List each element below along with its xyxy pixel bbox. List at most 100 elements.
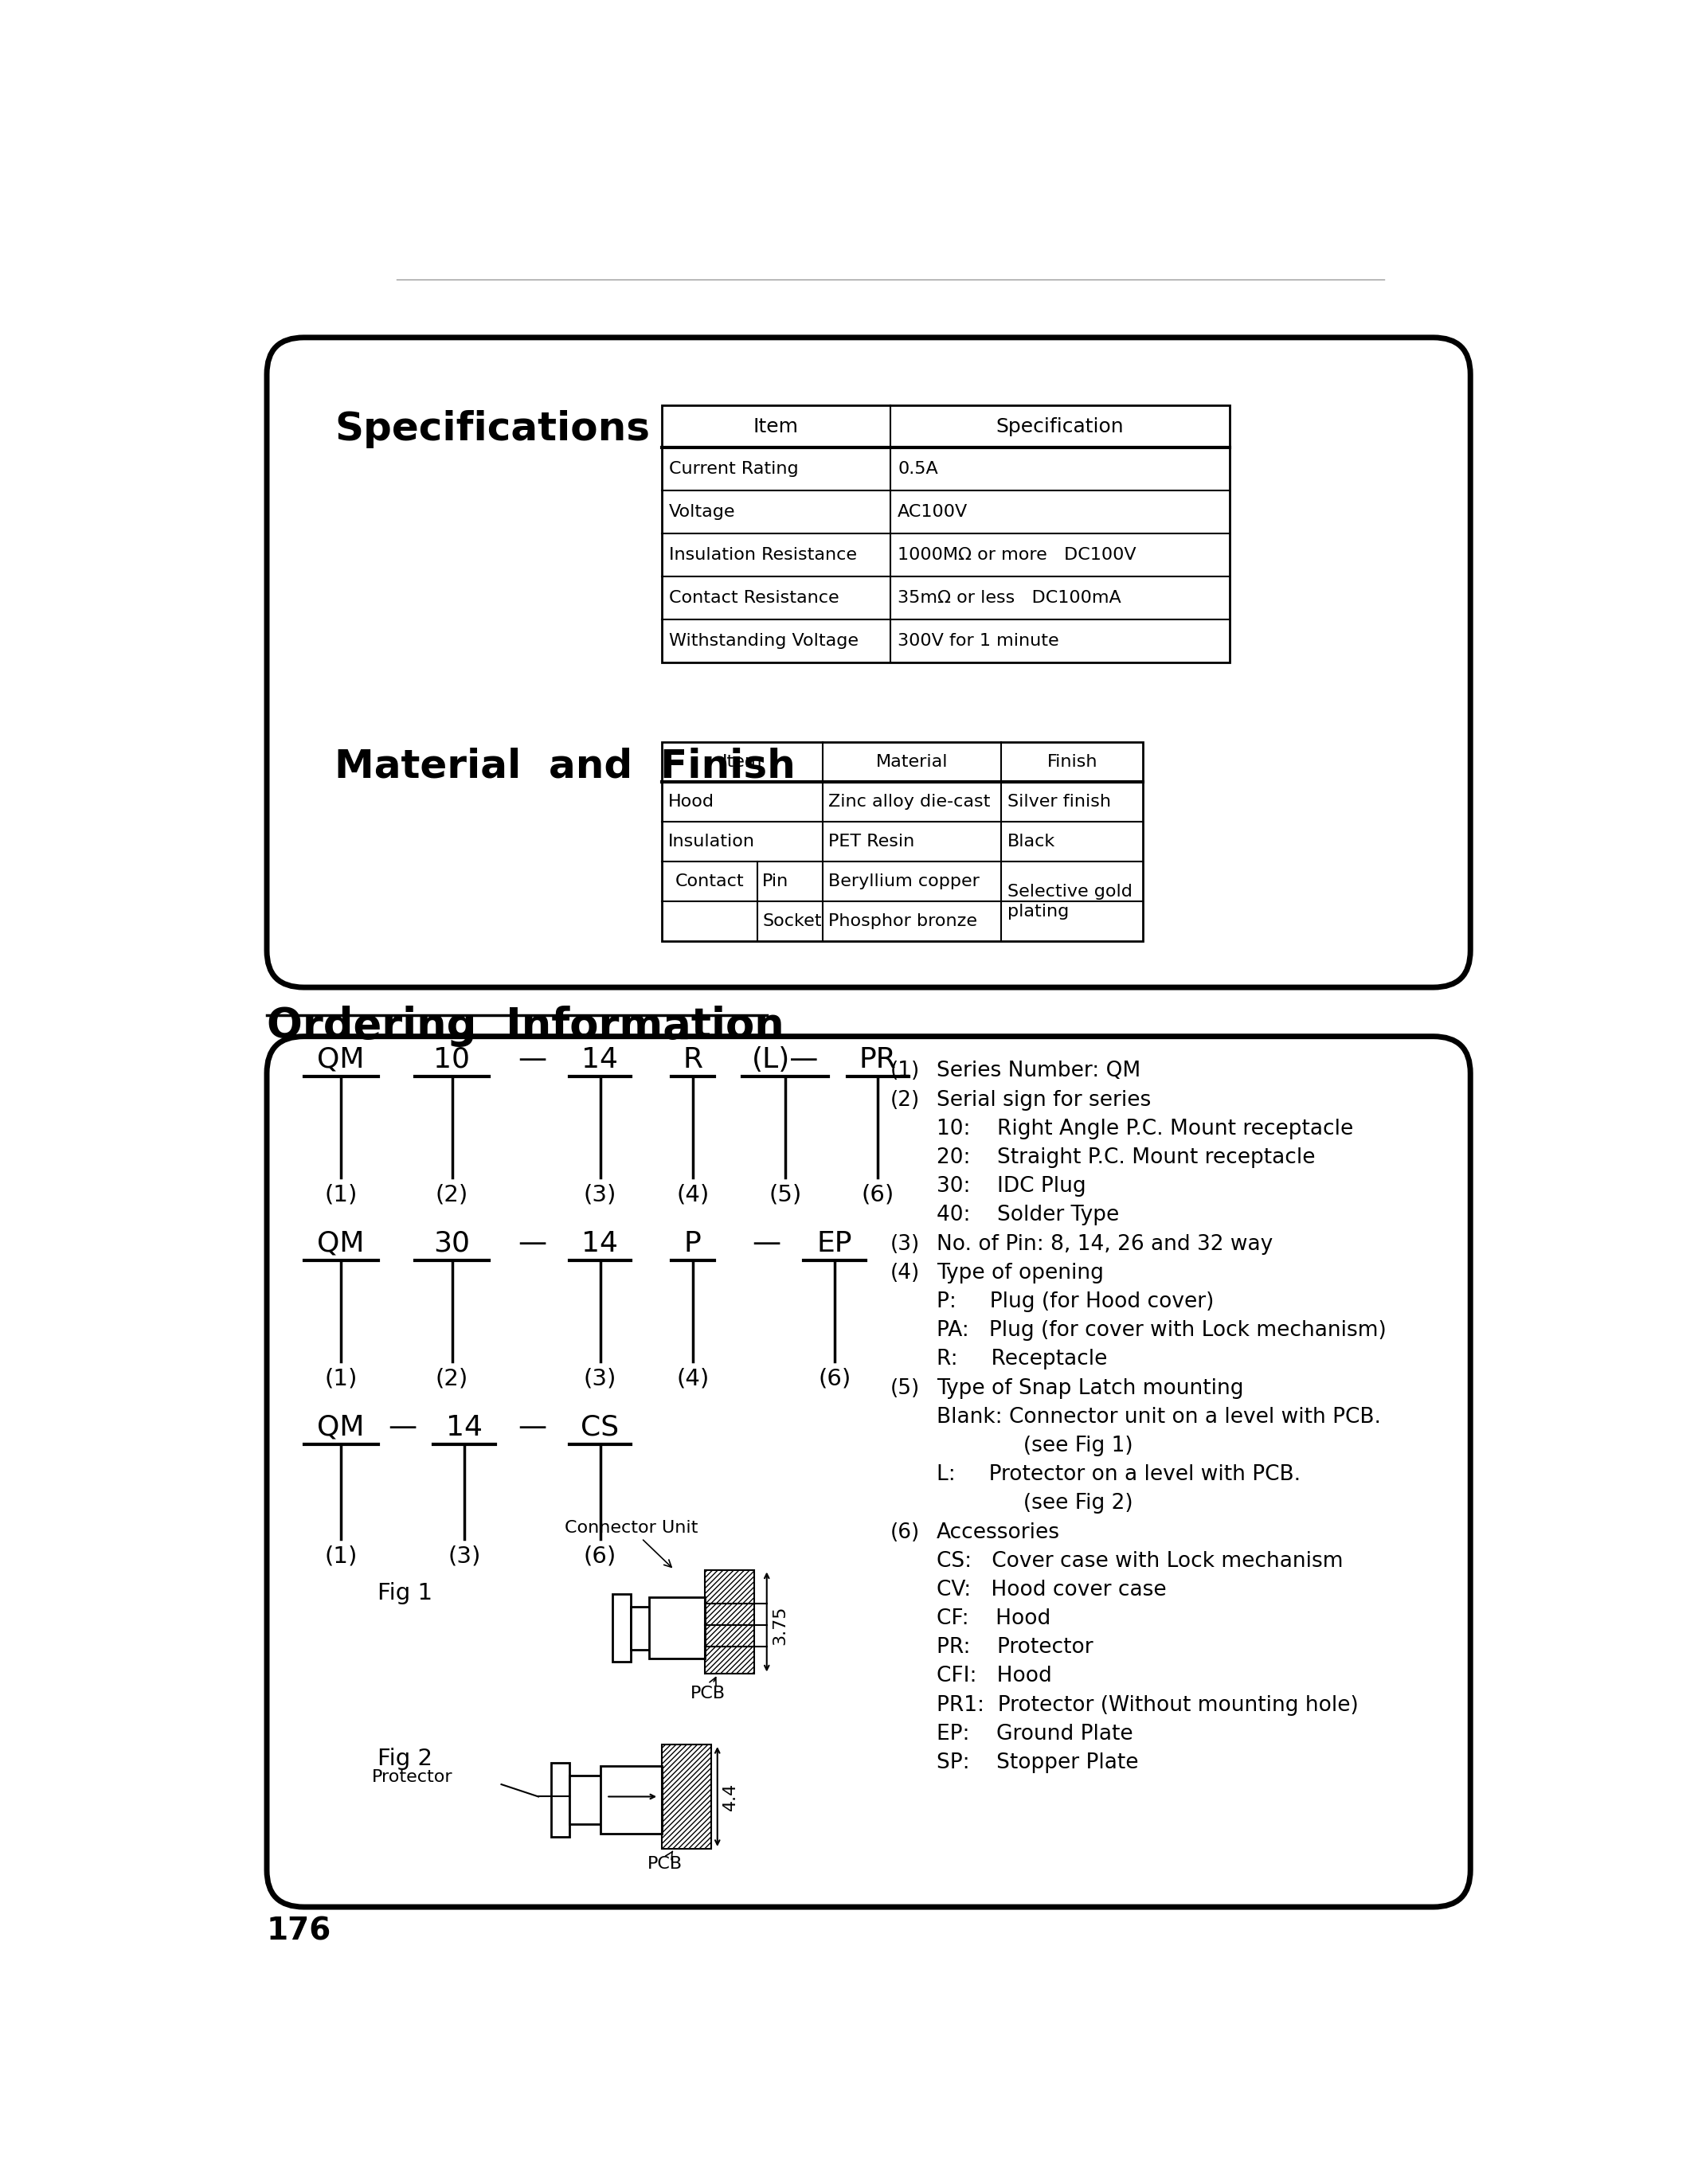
- Text: (3): (3): [583, 1184, 617, 1206]
- Text: Specifications: Specifications: [335, 411, 651, 448]
- Text: Fig 1: Fig 1: [379, 1581, 433, 1605]
- Text: R: R: [683, 1046, 703, 1072]
- Text: PCB: PCB: [691, 1677, 725, 1701]
- Text: Selective gold
plating: Selective gold plating: [1007, 885, 1132, 919]
- Text: Material  and  Finish: Material and Finish: [335, 747, 796, 786]
- Text: —: —: [389, 1413, 417, 1441]
- Text: Contact: Contact: [676, 874, 744, 889]
- Text: Fig 2: Fig 2: [379, 1747, 433, 1769]
- Text: 1000MΩ or more   DC100V: 1000MΩ or more DC100V: [897, 548, 1136, 563]
- Bar: [551, 1762, 570, 1837]
- Text: (1): (1): [324, 1546, 357, 1568]
- Text: 4.4: 4.4: [722, 1782, 739, 1811]
- Text: 20:    Straight P.C. Mount receptacle: 20: Straight P.C. Mount receptacle: [936, 1147, 1315, 1168]
- Text: Insulation Resistance: Insulation Resistance: [669, 548, 857, 563]
- Text: —: —: [517, 1046, 546, 1072]
- Text: 40:    Solder Type: 40: Solder Type: [936, 1206, 1119, 1225]
- Text: 30:    IDC Plug: 30: IDC Plug: [936, 1177, 1087, 1197]
- Text: (3): (3): [891, 1234, 919, 1254]
- Bar: [705, 1570, 754, 1673]
- Text: —: —: [752, 1230, 781, 1258]
- Text: (2): (2): [436, 1367, 468, 1389]
- Text: (6): (6): [891, 1522, 919, 1542]
- Text: Contact Resistance: Contact Resistance: [669, 590, 840, 605]
- Bar: [662, 404, 1230, 662]
- Text: Zinc alloy die-cast: Zinc alloy die-cast: [828, 795, 990, 810]
- Text: (L)—: (L)—: [752, 1046, 820, 1072]
- Text: 14: 14: [581, 1046, 619, 1072]
- Text: Pin: Pin: [762, 874, 789, 889]
- Text: QM: QM: [318, 1413, 365, 1441]
- Text: —: —: [517, 1230, 546, 1258]
- Text: (6): (6): [583, 1546, 617, 1568]
- Text: P:     Plug (for Hood cover): P: Plug (for Hood cover): [936, 1291, 1213, 1313]
- Text: Type of Snap Latch mounting: Type of Snap Latch mounting: [936, 1378, 1244, 1398]
- Text: Phosphor bronze: Phosphor bronze: [828, 913, 977, 930]
- Text: 3.75: 3.75: [772, 1605, 788, 1645]
- Text: EP: EP: [816, 1230, 852, 1258]
- Text: PA:   Plug (for cover with Lock mechanism): PA: Plug (for cover with Lock mechanism): [936, 1321, 1386, 1341]
- Text: (6): (6): [862, 1184, 894, 1206]
- Bar: [662, 743, 1142, 941]
- Text: (6): (6): [818, 1367, 852, 1389]
- Text: Ordering  Information: Ordering Information: [267, 1007, 784, 1046]
- Bar: [612, 1594, 630, 1662]
- Text: 14: 14: [581, 1230, 619, 1258]
- Text: Series Number: QM: Series Number: QM: [936, 1061, 1141, 1081]
- Text: CFI:   Hood: CFI: Hood: [936, 1666, 1051, 1686]
- Text: Protector: Protector: [372, 1769, 453, 1784]
- Text: 0.5A: 0.5A: [897, 461, 938, 478]
- Text: (5): (5): [891, 1378, 919, 1398]
- Text: SP:    Stopper Plate: SP: Stopper Plate: [936, 1752, 1139, 1773]
- Text: (4): (4): [676, 1184, 710, 1206]
- Text: Socket: Socket: [762, 913, 821, 930]
- Text: Hood: Hood: [668, 795, 715, 810]
- Text: Material: Material: [875, 753, 948, 771]
- Text: CF:    Hood: CF: Hood: [936, 1607, 1051, 1629]
- Text: Withstanding Voltage: Withstanding Voltage: [669, 633, 859, 649]
- Text: Blank: Connector unit on a level with PCB.: Blank: Connector unit on a level with PC…: [936, 1406, 1381, 1428]
- Text: Type of opening: Type of opening: [936, 1262, 1104, 1284]
- Text: (1): (1): [324, 1367, 357, 1389]
- Text: CV:   Hood cover case: CV: Hood cover case: [936, 1579, 1166, 1601]
- Text: 30: 30: [434, 1230, 470, 1258]
- Text: Black: Black: [1007, 834, 1056, 850]
- Text: (4): (4): [676, 1367, 710, 1389]
- Text: P: P: [684, 1230, 701, 1258]
- Text: R:     Receptacle: R: Receptacle: [936, 1350, 1107, 1369]
- Text: PR:    Protector: PR: Protector: [936, 1638, 1093, 1658]
- Text: Silver finish: Silver finish: [1007, 795, 1110, 810]
- Text: Voltage: Voltage: [669, 505, 735, 520]
- Text: CS:   Cover case with Lock mechanism: CS: Cover case with Lock mechanism: [936, 1551, 1344, 1572]
- Text: Item: Item: [722, 753, 762, 771]
- Text: Current Rating: Current Rating: [669, 461, 799, 478]
- Text: 35mΩ or less   DC100mA: 35mΩ or less DC100mA: [897, 590, 1120, 605]
- Text: Specification: Specification: [995, 417, 1124, 437]
- Bar: [649, 1597, 705, 1658]
- Text: QM: QM: [318, 1046, 365, 1072]
- Text: (4): (4): [891, 1262, 919, 1284]
- Text: (3): (3): [448, 1546, 480, 1568]
- Text: 176: 176: [267, 1915, 331, 1946]
- Text: (2): (2): [436, 1184, 468, 1206]
- Text: No. of Pin: 8, 14, 26 and 32 way: No. of Pin: 8, 14, 26 and 32 way: [936, 1234, 1273, 1254]
- Text: PET Resin: PET Resin: [828, 834, 914, 850]
- Bar: [630, 1607, 705, 1649]
- Text: Serial sign for series: Serial sign for series: [936, 1090, 1151, 1109]
- Text: PR: PR: [859, 1046, 896, 1072]
- Text: Beryllium copper: Beryllium copper: [828, 874, 980, 889]
- Bar: [662, 1745, 711, 1848]
- Text: (5): (5): [769, 1184, 801, 1206]
- Text: Finish: Finish: [1048, 753, 1097, 771]
- Text: EP:    Ground Plate: EP: Ground Plate: [936, 1723, 1132, 1745]
- Text: 10:    Right Angle P.C. Mount receptacle: 10: Right Angle P.C. Mount receptacle: [936, 1118, 1354, 1140]
- Text: 14: 14: [446, 1413, 483, 1441]
- Text: PR1:  Protector (Without mounting hole): PR1: Protector (Without mounting hole): [936, 1695, 1359, 1717]
- Text: (3): (3): [583, 1367, 617, 1389]
- Text: (1): (1): [891, 1061, 919, 1081]
- Text: PCB: PCB: [647, 1852, 683, 1872]
- Bar: [570, 1776, 662, 1824]
- Text: 10: 10: [434, 1046, 470, 1072]
- Bar: [600, 1767, 662, 1832]
- Text: (2): (2): [891, 1090, 919, 1109]
